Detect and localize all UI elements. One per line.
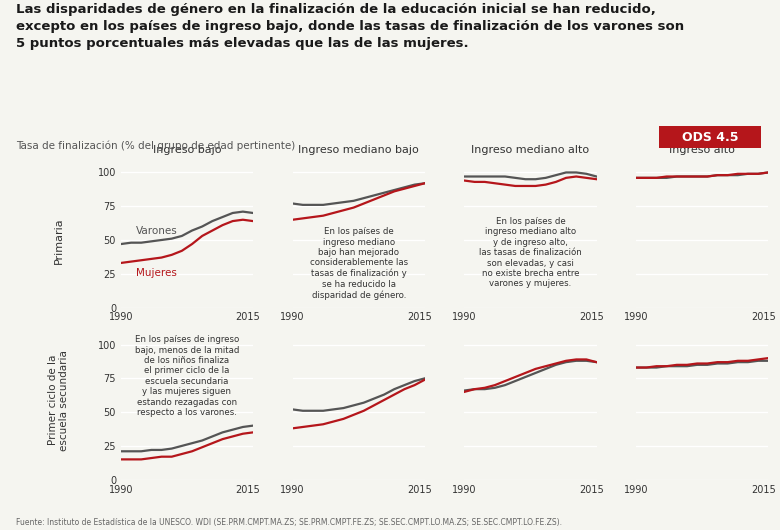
Text: Mujeres: Mujeres <box>136 268 177 278</box>
Text: Las disparidades de género en la finalización de la educación inicial se han red: Las disparidades de género en la finaliz… <box>16 3 684 50</box>
Text: En los países de
ingreso mediano alto
y de ingreso alto,
las tasas de finalizaci: En los países de ingreso mediano alto y … <box>479 217 582 288</box>
Text: Tasa de finalización (% del grupo de edad pertinente): Tasa de finalización (% del grupo de eda… <box>16 140 295 151</box>
Title: Ingreso mediano bajo: Ingreso mediano bajo <box>298 145 419 155</box>
Text: Fuente: Instituto de Estadística de la UNESCO. WDI (SE.PRM.CMPT.MA.ZS; SE.PRM.CM: Fuente: Instituto de Estadística de la U… <box>16 518 562 527</box>
Text: ODS 4.5: ODS 4.5 <box>682 131 738 144</box>
Title: Ingreso mediano alto: Ingreso mediano alto <box>471 145 590 155</box>
Title: Ingreso bajo: Ingreso bajo <box>153 145 222 155</box>
Text: En los países de ingreso
bajo, menos de la mitad
de los niños finaliza
el primer: En los países de ingreso bajo, menos de … <box>135 335 239 417</box>
Text: Primaria: Primaria <box>54 218 63 264</box>
Text: Primer ciclo de la
escuela secundaria: Primer ciclo de la escuela secundaria <box>48 350 69 450</box>
Title: Ingreso alto: Ingreso alto <box>669 145 736 155</box>
Text: Varones: Varones <box>136 226 178 236</box>
Text: En los países de
ingreso mediano
bajo han mejorado
considerablemente las
tasas d: En los países de ingreso mediano bajo ha… <box>310 227 408 300</box>
